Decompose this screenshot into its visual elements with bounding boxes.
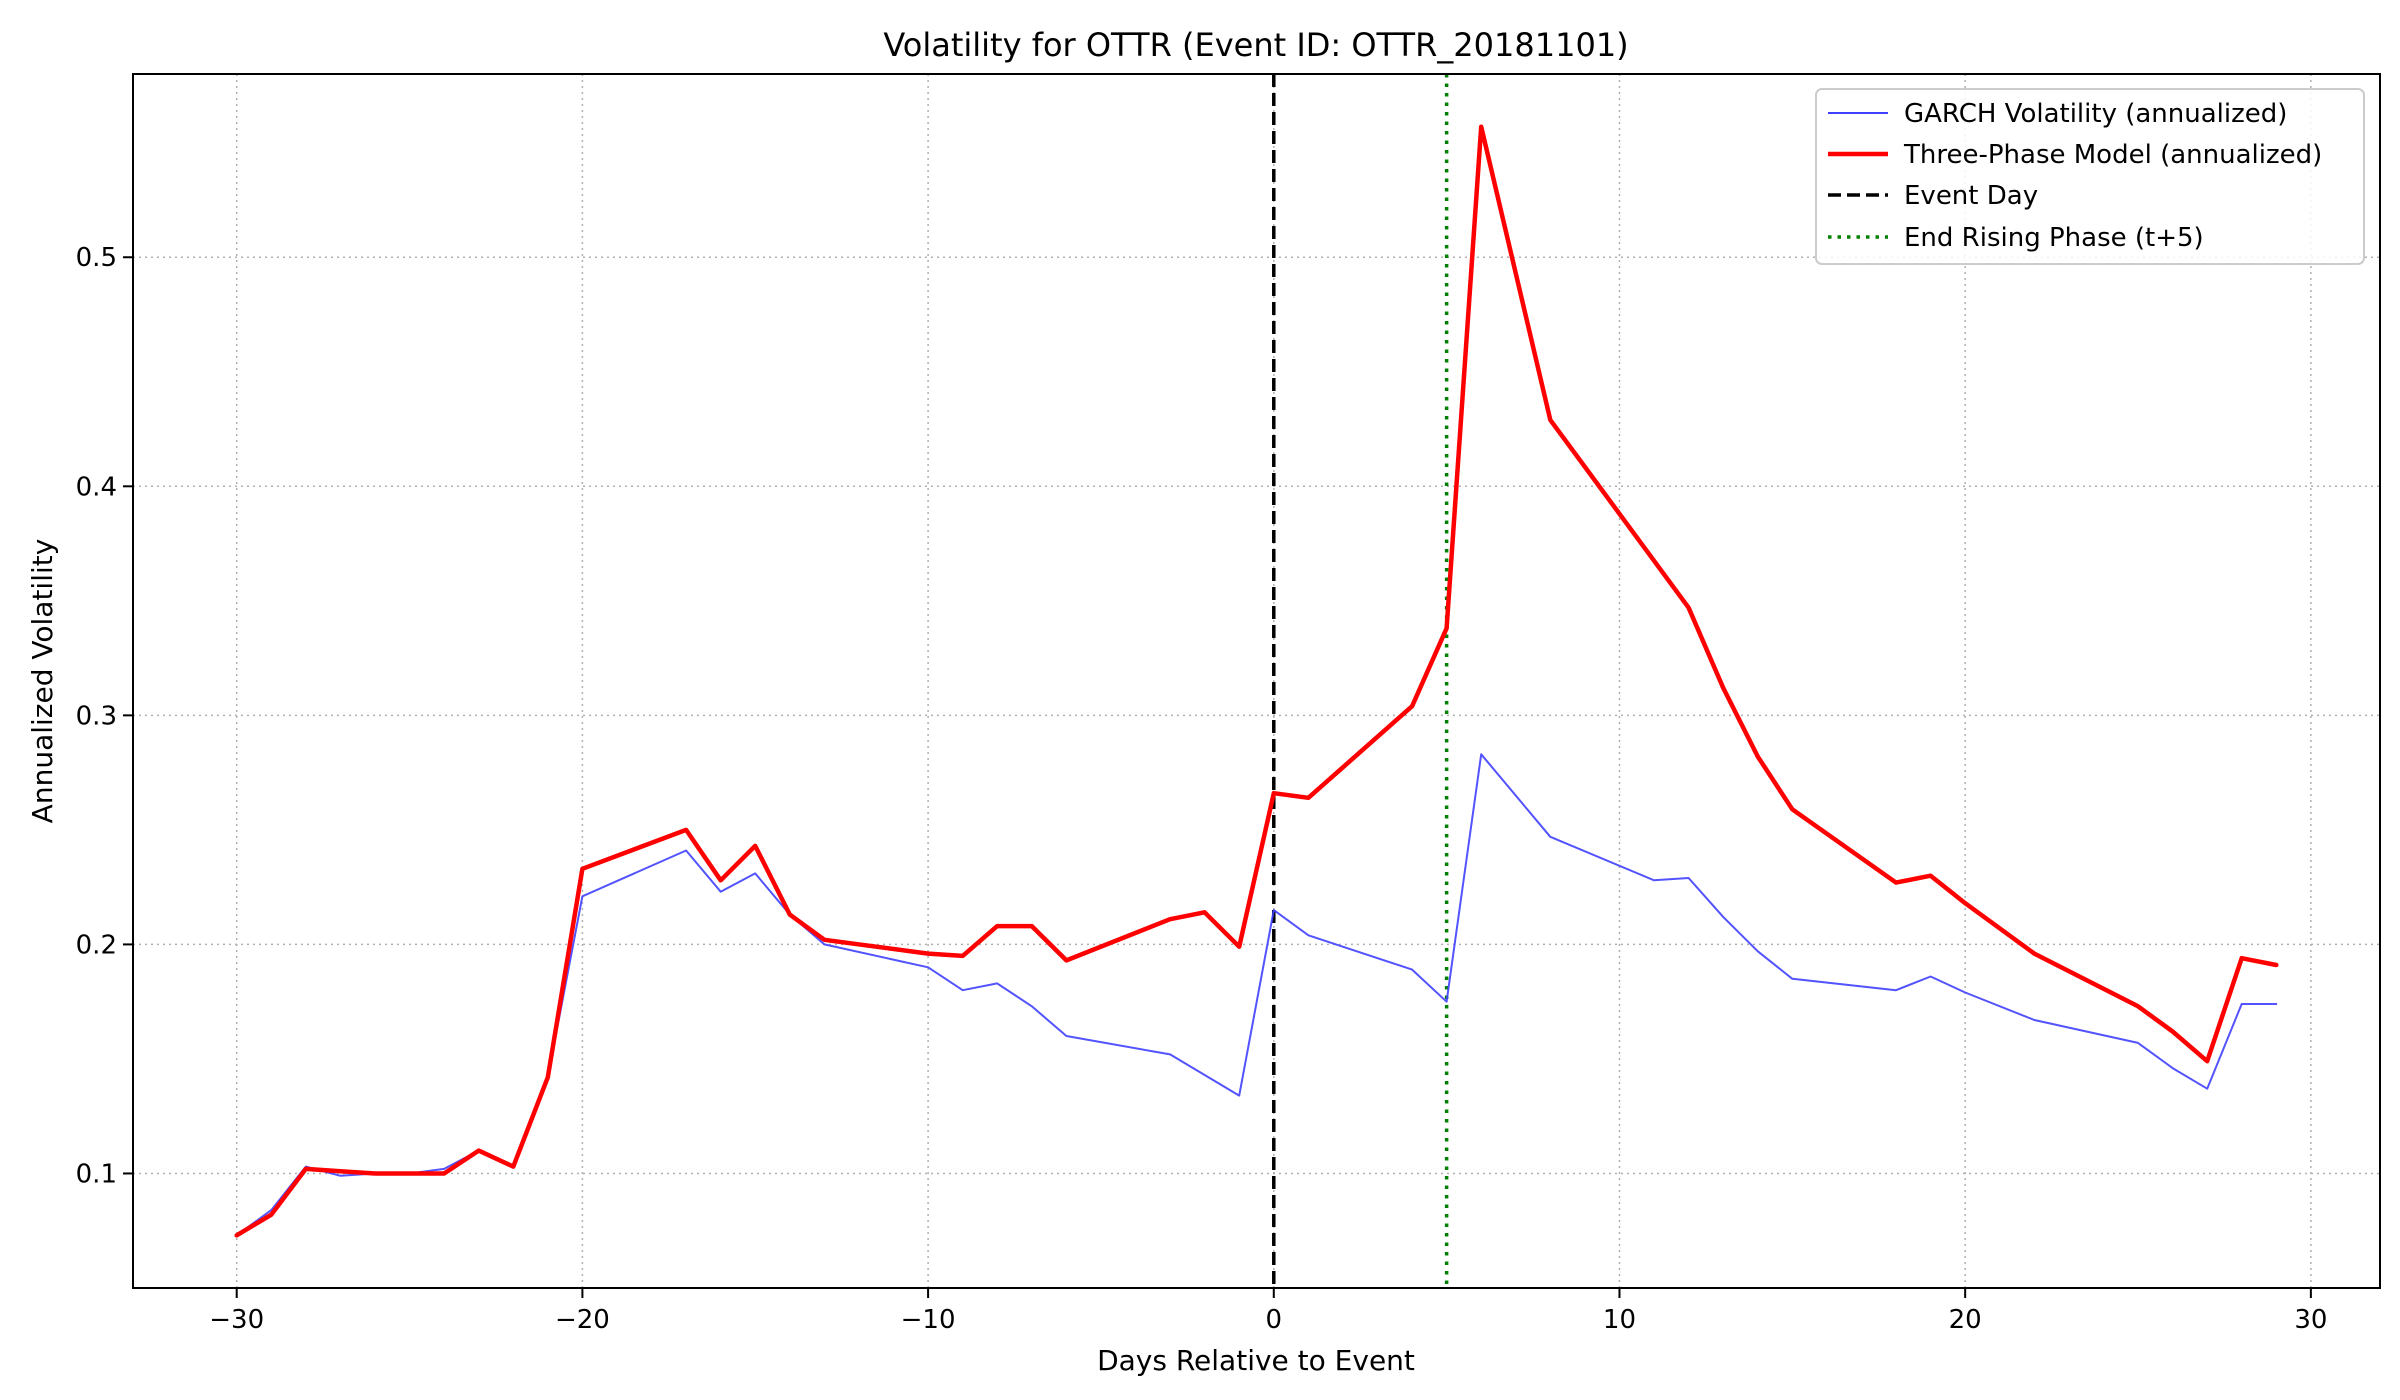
x-tick-label: 0 [1266,1305,1283,1335]
x-tick-label: 30 [2294,1305,2327,1335]
three-phase-model-line [234,124,2279,1238]
y-axis-label: Annualized Volatility [26,539,59,824]
reference-lines [1272,74,1449,1288]
legend-box [1815,88,2365,265]
legend: GARCH Volatility (annualized) Three-Phas… [1815,88,2365,265]
y-axis-ticks: 0.1 0.2 0.3 0.4 0.5 [76,243,133,1189]
x-axis-label: Days Relative to Event [1097,1344,1415,1377]
y-tick-label: 0.3 [76,701,117,731]
legend-label-end-rising: End Rising Phase (t+5) [1904,223,2204,253]
y-tick-label: 0.4 [76,472,117,502]
x-tick-label: 20 [1949,1305,1982,1335]
x-tick-label: −20 [555,1305,610,1335]
y-tick-label: 0.5 [76,243,117,273]
chart-title: Volatility for OTTR (Event ID: OTTR_2018… [883,26,1628,64]
x-tick-label: −10 [901,1305,956,1335]
x-tick-label: 10 [1603,1305,1636,1335]
data-series [234,124,2279,1238]
y-tick-label: 0.2 [76,930,117,960]
x-tick-label: −30 [209,1305,264,1335]
x-axis-ticks: −30 −20 −10 0 10 20 30 [209,1288,2327,1335]
y-tick-label: 0.1 [76,1159,117,1189]
plot-frame [132,73,2381,1289]
legend-label-garch: GARCH Volatility (annualized) [1904,99,2287,129]
legend-label-event-day: Event Day [1904,181,2038,211]
legend-label-three-phase: Three-Phase Model (annualized) [1903,140,2322,170]
